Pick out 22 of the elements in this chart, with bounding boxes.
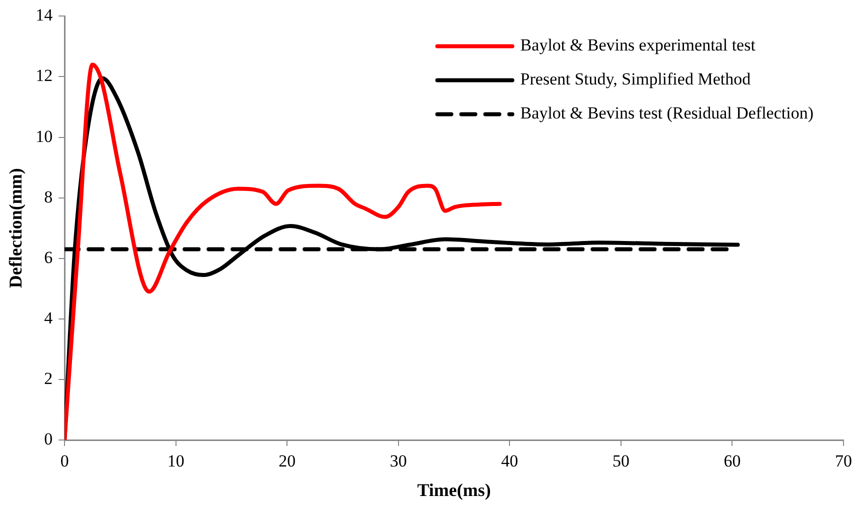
y-tick-label: 0: [44, 429, 53, 448]
x-tick-label: 60: [724, 452, 741, 471]
x-tick-label: 50: [612, 452, 630, 471]
legend-label: Baylot & Bevins experimental test: [520, 36, 756, 55]
x-tick-label: 0: [60, 452, 69, 471]
y-tick-label: 6: [44, 248, 53, 267]
legend-label: Present Study, Simplified Method: [520, 70, 752, 89]
y-tick-label: 10: [36, 126, 53, 146]
x-tick-label: 70: [835, 452, 852, 471]
x-axis-title: Time(ms): [417, 480, 491, 500]
y-tick-label: 4: [44, 308, 54, 328]
line-series: [64, 62, 502, 440]
y-tick-label: 2: [44, 368, 53, 388]
legend-label: Baylot & Bevins test (Residual Deflection): [520, 104, 814, 123]
y-tick-label: 8: [44, 187, 53, 206]
y-tick-label: 12: [36, 66, 53, 86]
y-axis-title: Deflection(mm): [5, 168, 26, 288]
x-tick-label: 40: [501, 452, 518, 471]
x-tick-label: 10: [167, 452, 184, 471]
x-tick-label: 30: [390, 452, 407, 471]
x-tick-label: 20: [278, 452, 296, 471]
y-tick-label: 14: [36, 6, 54, 25]
